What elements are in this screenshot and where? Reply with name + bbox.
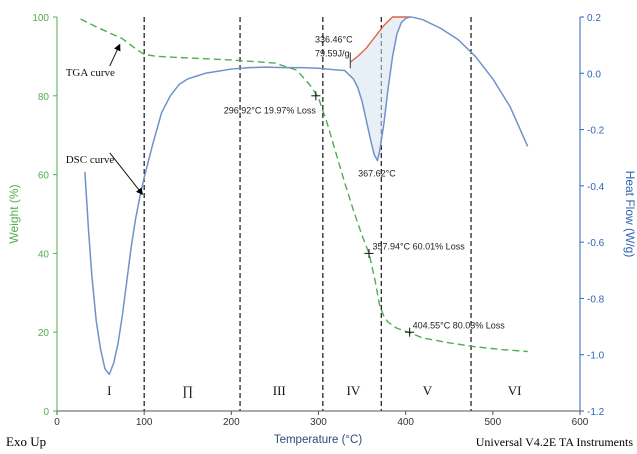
x-axis-title: Temperature (°C) xyxy=(274,434,362,446)
y-left-tick-label: 0 xyxy=(43,407,49,418)
y-left-tick-label: 40 xyxy=(38,249,50,260)
footer-exo-up: Exo Up xyxy=(6,434,46,449)
point-marker xyxy=(364,248,374,258)
region-labels: I ∏ III IV V VI xyxy=(107,383,521,398)
annotation-group: 296.92°C 19.97% Loss 357.94°C 60.01% Loss… xyxy=(224,35,506,331)
curve-label: DSC curve xyxy=(66,154,115,166)
region-label: ∏ xyxy=(182,383,193,398)
x-axis-ticks: 0 100 200 300 400 500 600 xyxy=(54,411,589,428)
peak-area-fill xyxy=(350,17,411,161)
plot-frame xyxy=(56,17,581,412)
y-left-tick-label: 100 xyxy=(32,13,49,24)
y-left-tick-label: 60 xyxy=(38,171,50,182)
x-tick-label: 0 xyxy=(54,417,60,428)
point-marker xyxy=(405,327,415,337)
y-left-axis-title: Weight (%) xyxy=(7,184,21,243)
point-marker xyxy=(311,91,321,101)
y-right-tick-label: -0.6 xyxy=(587,238,605,249)
curve-label-arrow xyxy=(109,152,144,196)
region-label: III xyxy=(273,383,286,398)
y-right-axis-ticks: 0.2 0.0 -0.2 -0.4 -0.6 -0.8 -1.0 -1.2 xyxy=(580,13,605,418)
y-right-tick-label: 0.2 xyxy=(587,13,601,24)
y-right-tick-label: -0.8 xyxy=(587,294,605,305)
y-left-tick-label: 20 xyxy=(38,328,50,339)
point-marker-group xyxy=(311,91,415,337)
y-left-tick-label: 80 xyxy=(38,92,50,103)
footer-instrument: Universal V4.2E TA Instruments xyxy=(476,435,634,449)
annotation-label: 357.94°C 60.01% Loss xyxy=(373,241,466,251)
x-tick-label: 600 xyxy=(572,417,589,428)
peak-integration-baseline xyxy=(349,16,411,63)
y-right-tick-label: -0.4 xyxy=(587,182,605,193)
region-label: V xyxy=(423,383,433,398)
y-right-tick-label: -1.0 xyxy=(587,351,605,362)
y-right-tick-label: 0.0 xyxy=(587,69,601,80)
x-tick-label: 500 xyxy=(484,417,501,428)
tga-series-line xyxy=(80,18,528,353)
region-label: I xyxy=(107,383,111,398)
annotation-label: 404.55°C 80.03% Loss xyxy=(413,320,506,330)
y-right-axis-title: Heat Flow (W/g) xyxy=(623,171,637,258)
y-right-tick-label: -0.2 xyxy=(587,126,605,137)
annotation-label: 367.62°C xyxy=(358,169,396,179)
series-group xyxy=(80,16,529,376)
annotation-label: 336.46°C xyxy=(315,35,353,45)
region-label: VI xyxy=(508,383,522,398)
dsc-series-line xyxy=(84,16,529,376)
y-left-axis-ticks: 0 20 40 60 80 100 xyxy=(32,13,57,418)
y-right-tick-label: -1.2 xyxy=(587,407,605,418)
x-tick-label: 200 xyxy=(223,417,240,428)
region-label: IV xyxy=(347,383,361,398)
annotation-label: 79.59J/g xyxy=(315,48,350,58)
annotation-label: 296.92°C 19.97% Loss xyxy=(224,106,317,116)
region-divider-group xyxy=(143,17,472,411)
curve-label-arrow xyxy=(109,43,121,67)
x-tick-label: 400 xyxy=(397,417,414,428)
x-tick-label: 300 xyxy=(310,417,327,428)
curve-label-group: TGA curve DSC curve xyxy=(66,43,144,196)
x-tick-label: 100 xyxy=(136,417,153,428)
curve-label: TGA curve xyxy=(66,67,115,79)
